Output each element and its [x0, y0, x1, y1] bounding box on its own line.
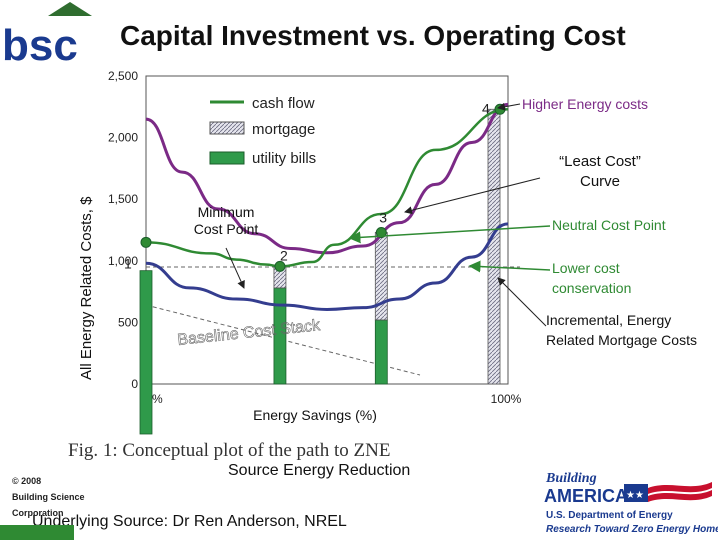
data-point	[274, 260, 286, 272]
y-tick-label: 0	[131, 377, 138, 391]
arrow-incremental	[497, 277, 547, 327]
point-label: 4	[482, 100, 490, 116]
y-tick-label: 2,500	[108, 69, 138, 83]
higher-energy-annotation: Higher Energy costs	[522, 96, 649, 112]
flag-stars-field	[624, 484, 648, 502]
legend-swatch-utility-bills	[209, 151, 245, 165]
grid	[145, 266, 520, 376]
ba-line1: U.S. Department of Energy	[546, 510, 673, 521]
y-tick-label: 1,500	[108, 192, 138, 206]
legend-label: mortgage	[252, 121, 315, 138]
arrow-lower-cost	[468, 260, 551, 273]
copyright: © 2008 Building Science Corporation	[12, 473, 85, 521]
point-label: 1	[124, 255, 132, 271]
x-tick-label: 100%	[491, 392, 522, 406]
x-tick-label: %	[152, 392, 163, 406]
ba-line2: Research Toward Zero Energy Homes	[546, 524, 718, 535]
legend-swatch-mortgage	[209, 121, 245, 135]
data-point	[140, 236, 152, 248]
flag-stripe-icon	[648, 490, 712, 502]
x-axis-label: Energy Savings (%)	[253, 407, 377, 423]
arrow-neutral-cost	[348, 225, 551, 244]
copyright-line: Corporation	[12, 508, 64, 518]
ba-word2: AMERICA	[544, 486, 628, 506]
source-energy-label: Source Energy Reduction	[228, 462, 411, 479]
legend-label: cash flow	[252, 95, 315, 112]
point-label: 3	[379, 209, 387, 225]
star-icon: ★★	[626, 490, 644, 501]
data-point	[375, 226, 387, 238]
arrow-min-cost	[225, 247, 245, 289]
arrow-higher-energy	[497, 102, 521, 111]
incremental-annotation: Incremental, Energy Related Mortgage Cos…	[546, 312, 697, 348]
green-corner-block	[0, 525, 74, 540]
arrows	[225, 102, 551, 327]
copyright-line: Building Science	[12, 492, 85, 502]
mortgage-bar	[487, 108, 501, 385]
least-cost-curve	[145, 102, 509, 255]
bsc-logo: bsc	[0, 0, 92, 64]
utility-bills-bar	[139, 270, 153, 435]
flag-stripe-icon	[648, 482, 712, 494]
y-tick-label: 500	[118, 315, 138, 329]
utility-bills-bar	[374, 319, 388, 385]
legend-label: utility bills	[252, 150, 316, 167]
ticks: 0 500 1,000 1,500 2,000 2,500% 100%	[108, 69, 522, 406]
lower-cost-curve	[145, 222, 509, 311]
points: 1 2 3 4	[124, 100, 506, 272]
legend: cash flow mortgage utility bills	[209, 95, 316, 167]
slide-title: Capital Investment vs. Operating Cost	[120, 20, 626, 51]
least-cost-annotation: “Least Cost” Curve	[559, 153, 641, 190]
lower-cost-annotation: Lower cost conservation	[552, 260, 632, 296]
curves	[145, 102, 509, 311]
ba-word1: Building	[545, 471, 597, 486]
copyright-line: © 2008	[12, 476, 42, 486]
underlying-source: Underlying Source: Dr Ren Anderson, NREL	[32, 513, 347, 530]
logo-text: bsc	[2, 21, 78, 64]
y-tick-label: 1,000	[108, 254, 138, 268]
min-cost-annotation: Minimum Cost Point	[193, 204, 259, 237]
faint-text: Baseline Cost Stack	[177, 317, 322, 349]
figure-caption: Fig. 1: Conceptual plot of the path to Z…	[68, 440, 391, 461]
cash-flow-line	[145, 108, 509, 268]
y-tick-label: 2,000	[108, 131, 138, 145]
mortgage-bar	[374, 232, 388, 321]
y-axis-label: All Energy Related Costs, $	[78, 196, 95, 380]
building-america-logo: Building AMERICA ★★ U.S. Department of E…	[544, 471, 718, 535]
bars	[139, 108, 501, 435]
point-label: 2	[280, 247, 288, 263]
data-point	[494, 103, 506, 115]
arrow-least-cost	[404, 177, 541, 215]
neutral-cost-annotation: Neutral Cost Point	[552, 217, 666, 233]
plot-area	[145, 75, 509, 385]
